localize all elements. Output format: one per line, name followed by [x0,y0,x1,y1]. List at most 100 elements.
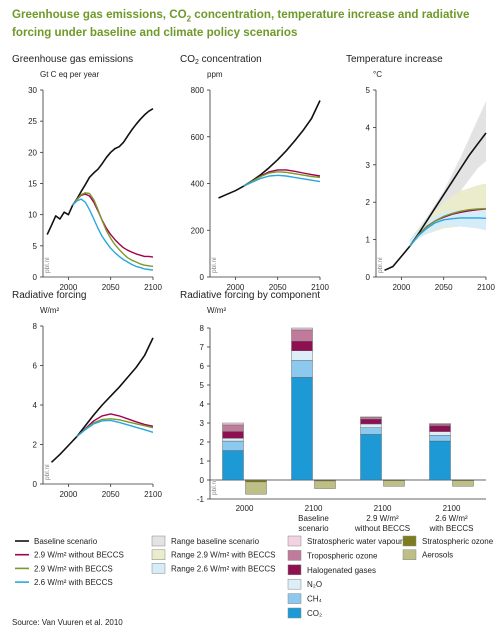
legend-label: CH₄ [307,595,322,604]
co2-y-tick-label: 800 [191,86,205,95]
temp-y-tick-label: 5 [366,86,371,95]
ghg-no-beccs-29-line [72,193,154,258]
rfcomp-group-label: with BECCS [428,524,473,533]
temp-title: Temperature increase [346,54,443,65]
bar-segment-aerosols [245,481,267,495]
rfcomp-y-tick-label: 2 [200,438,205,447]
legend-swatch-range-29 [151,549,166,560]
bar-segment-halogenated [360,419,382,425]
ghg-y-tick-label: 20 [28,148,37,157]
rfcomp-y-tick-label: 7 [200,343,205,352]
rfcomp-title: Radiative forcing by component [180,290,320,301]
temp-watermark: pbl.nl [377,257,384,273]
rfcomp-group-label: without BECCS [354,524,410,533]
legend: Baseline scenario 2.9 W/m² without BECCS 2… [12,535,494,627]
co2-x-tick-label: 2050 [269,283,287,292]
rfcomp-y-tick-label: -1 [197,495,205,504]
legend-label: 2.9 W/m² with BECCS [34,564,113,573]
temp-y-tick-label: 0 [366,273,371,282]
bar-segment-n2o [429,431,451,436]
co2-y-tick-label: 200 [191,226,205,235]
legend-swatch-trop-ozone [287,550,302,561]
bar-segment-trop-ozone [222,424,244,432]
co2-watermark: pbl.nl [211,257,218,273]
temp-beccs-29-line [409,207,487,247]
ghg-watermark: pbl.nl [44,257,51,273]
bar-segment-halogenated [222,431,244,439]
legend-label: N₂O [307,580,322,589]
ghg-beccs-29-line [72,192,154,268]
rf-chart: Radiative forcing W/m² 0 2 4 6 8 2000 2050 2100 pb… [12,290,162,499]
figure-title: Greenhouse gas emissions, CO2 concentrat… [12,8,470,40]
rfcomp-y-tick-label: 0 [200,476,205,485]
legend-label: Range baseline scenario [171,537,260,546]
co2-y-tick-label: 400 [191,180,205,189]
rfcomp-watermark: pbl.nl [211,479,218,495]
legend-swatch-strat-ozone [402,535,417,547]
ghg-unit-label: Gt C eq per year [40,70,99,79]
ghg-x-tick-label: 2000 [59,283,77,292]
co2-y-tick-label: 600 [191,133,205,142]
ghg-x-tick-label: 2050 [102,283,120,292]
source-note: Source: Van Vuuren et al. 2010 [12,618,123,627]
legend-label: Stratospheric water vapour [307,537,403,546]
legend-swatch-range-26 [151,563,166,574]
ghg-beccs-26-line [72,198,154,271]
co2-baseline-line [218,100,321,199]
rfcomp-group-label: 2.6 W/m² [435,514,468,523]
rfcomp-group-label: 2.9 W/m² [366,514,399,523]
co2-y-tick-label: 0 [200,273,205,282]
bar-segment-co2 [291,377,313,481]
rfcomp-group-label: 2100 [305,504,323,513]
legend-label: 2.6 W/m² with BECCS [34,578,113,587]
legend-swatch-halogenated [287,564,302,576]
bar-segment-n2o [291,350,313,361]
legend-label: Aerosols [422,551,453,560]
rfcomp-y-tick-label: 4 [200,400,205,409]
bar-segment-halogenated [429,425,451,432]
legend-label: Stratospheric ozone [422,537,494,546]
rfcomp-unit-label: W/m² [207,306,226,315]
bar-segment-ch4 [360,427,382,435]
co2-beccs-29-line [243,171,321,187]
temp-range-baseline-band [409,101,486,244]
legend-label: Range 2.6 W/m² with BECCS [171,564,275,573]
ghg-y-tick-label: 25 [28,117,37,126]
temp-y-tick-label: 3 [366,161,371,170]
co2-x-tick-label: 2100 [311,283,329,292]
legend-swatch-aerosols [402,549,417,560]
temp-y-tick-label: 2 [366,198,371,207]
co2-x-tick-label: 2000 [226,283,244,292]
bar-segment-strat-wv [429,423,451,425]
bar-segment-n2o [360,423,382,428]
bar-segment-aerosols [452,480,474,487]
legend-swatch-n2o [287,578,302,590]
bar-segment-ch4 [429,435,451,442]
ghg-y-tick-label: 5 [33,242,38,251]
bar-segment-co2 [429,440,451,481]
rf-x-tick-label: 2050 [102,490,120,499]
rf-y-tick-label: 0 [33,480,38,489]
rfcomp-y-tick-label: 8 [200,324,205,333]
temp-unit-label: °C [373,70,382,79]
rf-y-tick-label: 8 [33,322,38,331]
legend-swatch-ch4 [287,593,302,604]
temp-x-tick-label: 2100 [477,283,495,292]
rf-no-beccs-29-line [76,413,154,438]
ghg-y-tick-label: 15 [28,180,37,189]
legend-label: Tropospheric ozone [307,551,378,560]
bar-segment-co2 [360,434,382,481]
ghg-y-tick-label: 30 [28,86,37,95]
co2-beccs-26-line [243,174,321,187]
rfcomp-group-label: 2100 [374,504,392,513]
rf-beccs-26-line [76,419,154,438]
temp-y-tick-label: 1 [366,236,371,245]
rfcomp-y-tick-label: 5 [200,381,205,390]
rf-title: Radiative forcing [12,290,86,301]
temp-beccs-26-line [409,217,487,247]
legend-label: Halogenated gases [307,566,376,575]
temp-x-tick-label: 2050 [435,283,453,292]
rfcomp-y-tick-label: 6 [200,362,205,371]
co2-title: CO2 concentration [180,54,262,66]
rf-x-tick-label: 2000 [59,490,77,499]
